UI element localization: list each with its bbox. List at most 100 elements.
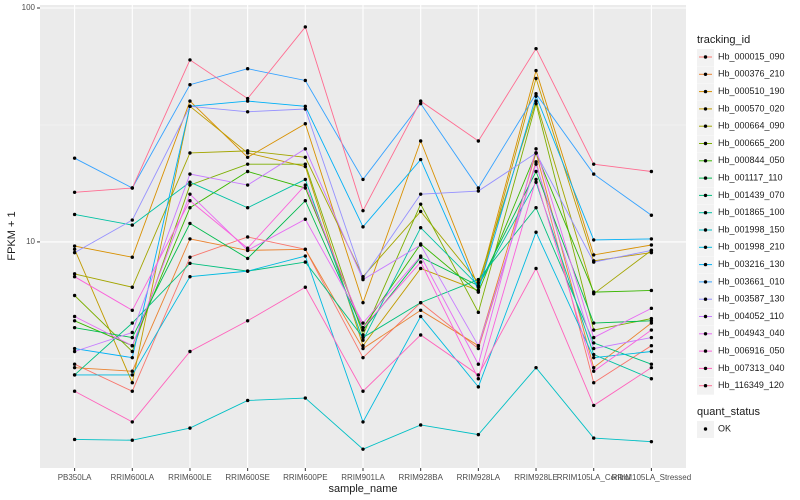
legend-point xyxy=(703,193,708,198)
x-tick-label: RRIM928BA xyxy=(398,473,443,482)
data-point xyxy=(649,319,654,323)
x-tick-label: RRIM105LA_Stressed xyxy=(612,473,692,482)
data-point xyxy=(130,438,134,442)
data-point xyxy=(303,254,308,258)
data-point xyxy=(592,172,596,176)
lines xyxy=(72,25,654,451)
data-point xyxy=(188,172,192,176)
data-point xyxy=(130,381,134,385)
data-point xyxy=(534,68,538,73)
data-point xyxy=(592,346,596,351)
legend-point xyxy=(703,297,708,301)
legend-point xyxy=(703,384,708,388)
legend-label: Hb_003661_010 xyxy=(718,276,785,286)
data-point xyxy=(245,398,250,403)
data-point xyxy=(361,389,365,393)
data-point xyxy=(303,217,308,221)
data-point xyxy=(418,333,423,337)
data-point xyxy=(130,369,134,373)
data-point xyxy=(303,164,308,169)
data-point xyxy=(534,206,538,210)
data-point xyxy=(476,310,481,315)
data-point xyxy=(303,122,308,126)
legend-point xyxy=(703,124,708,128)
data-point xyxy=(303,147,308,151)
data-point xyxy=(476,288,481,293)
data-point xyxy=(476,283,481,288)
data-point xyxy=(418,202,423,206)
data-point xyxy=(534,99,538,103)
data-point xyxy=(649,343,654,348)
data-point xyxy=(592,290,596,294)
data-point xyxy=(303,285,308,289)
legend-point xyxy=(703,72,708,77)
data-point xyxy=(361,338,365,342)
data-point xyxy=(245,162,250,166)
data-point xyxy=(130,255,134,259)
data-point xyxy=(418,157,423,162)
data-point xyxy=(418,209,423,214)
data-point xyxy=(649,365,654,370)
data-point xyxy=(592,341,596,345)
data-point xyxy=(476,432,481,437)
legend-point xyxy=(703,314,708,319)
data-point xyxy=(534,177,538,182)
data-point xyxy=(303,177,308,182)
data-point xyxy=(534,147,538,151)
data-point xyxy=(188,180,192,184)
legend-label: Hb_003587_130 xyxy=(718,294,785,304)
data-point xyxy=(476,139,481,143)
x-tick-label: RRIM600LA xyxy=(110,473,154,482)
legend-label: Hb_004943_040 xyxy=(718,328,785,338)
legend-point xyxy=(703,159,708,163)
data-point xyxy=(592,355,596,360)
legend-point xyxy=(703,366,708,371)
data-point xyxy=(592,260,596,264)
data-point xyxy=(72,373,77,377)
data-point xyxy=(476,277,481,282)
shape-legend-point xyxy=(703,427,708,431)
data-point xyxy=(130,373,134,377)
data-point xyxy=(188,199,192,203)
shape-legend-label: OK xyxy=(718,423,731,433)
data-point xyxy=(534,151,538,155)
legend-label: Hb_001998_150 xyxy=(718,224,785,234)
data-point xyxy=(418,266,423,271)
data-point xyxy=(418,192,423,196)
data-point xyxy=(476,343,481,348)
x-tick-label: RRIM105LA_Control xyxy=(557,473,631,482)
data-point xyxy=(188,275,192,279)
data-point xyxy=(245,246,250,250)
data-point xyxy=(303,247,308,251)
legend-point xyxy=(703,89,708,94)
data-point xyxy=(361,343,365,348)
x-tick-label: RRIM600SE xyxy=(225,473,269,482)
data-point xyxy=(130,330,134,335)
data-point xyxy=(303,396,308,400)
data-point xyxy=(476,346,481,351)
data-point xyxy=(303,25,308,29)
data-point xyxy=(476,373,481,377)
data-point xyxy=(188,104,192,108)
data-point xyxy=(72,190,77,194)
data-point xyxy=(188,426,192,430)
legend-label: Hb_000510_190 xyxy=(718,86,785,96)
legend-label: Hb_004052_110 xyxy=(718,311,784,321)
data-point xyxy=(534,94,538,98)
data-point xyxy=(534,365,538,370)
data-point xyxy=(592,369,596,373)
data-point xyxy=(245,269,250,273)
legend-label: Hb_000664_090 xyxy=(718,121,785,131)
data-point xyxy=(245,183,250,187)
legend-label: Hb_000570_020 xyxy=(718,103,785,113)
legend-label: Hb_000844_050 xyxy=(718,155,785,165)
data-point xyxy=(649,328,654,332)
data-point xyxy=(534,160,538,164)
data-point xyxy=(188,192,192,196)
data-point xyxy=(418,101,423,106)
data-point xyxy=(649,306,654,311)
legend-point xyxy=(703,141,708,146)
data-point xyxy=(72,325,77,330)
data-point xyxy=(130,355,134,360)
data-point xyxy=(649,439,654,444)
